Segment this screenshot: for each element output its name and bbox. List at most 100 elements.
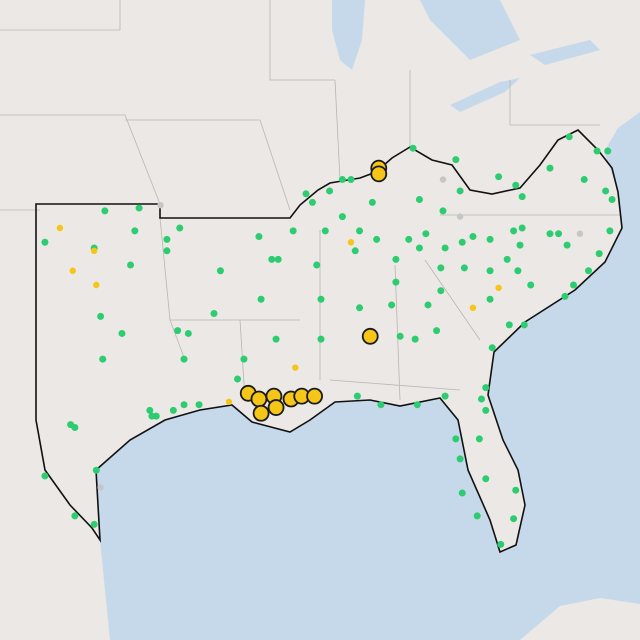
- marker: [388, 301, 396, 309]
- marker: [602, 187, 610, 195]
- marker: [503, 255, 511, 263]
- marker: [415, 196, 423, 203]
- marker: [225, 398, 233, 406]
- marker: [595, 250, 603, 258]
- marker: [93, 281, 100, 289]
- marker: [146, 406, 154, 414]
- marker: [413, 401, 421, 409]
- marker: [255, 233, 263, 241]
- marker: [456, 187, 464, 195]
- marker: [69, 267, 76, 274]
- marker: [546, 230, 554, 238]
- marker: [392, 278, 400, 286]
- marker: [460, 264, 468, 272]
- marker: [135, 204, 143, 212]
- marker: [361, 327, 379, 345]
- marker: [510, 515, 518, 523]
- marker: [469, 304, 477, 311]
- marker: [338, 176, 346, 184]
- marker: [458, 238, 466, 246]
- marker: [347, 176, 355, 184]
- marker: [606, 227, 614, 235]
- marker: [195, 401, 203, 409]
- region-outline: [35, 129, 623, 554]
- marker: [152, 412, 160, 420]
- marker: [90, 520, 98, 528]
- marker: [495, 173, 503, 181]
- marker: [274, 255, 282, 263]
- marker: [326, 187, 334, 195]
- marker: [71, 512, 79, 520]
- marker: [176, 224, 184, 232]
- marker: [415, 244, 423, 252]
- marker: [317, 295, 325, 303]
- marker: [267, 399, 285, 416]
- marker: [184, 329, 192, 337]
- marker: [370, 165, 388, 183]
- marker: [439, 176, 447, 183]
- marker: [97, 312, 105, 320]
- marker: [593, 147, 601, 155]
- marker: [486, 267, 494, 275]
- marker: [561, 292, 569, 300]
- marker: [317, 335, 325, 343]
- marker: [563, 241, 571, 249]
- marker: [92, 466, 100, 474]
- marker: [71, 424, 79, 431]
- marker: [356, 227, 364, 235]
- marker: [356, 304, 364, 312]
- marker: [510, 227, 518, 235]
- marker: [234, 375, 242, 383]
- state-borders: [0, 0, 620, 401]
- lake: [450, 78, 520, 112]
- marker: [163, 235, 171, 243]
- marker: [512, 486, 520, 494]
- marker: [252, 404, 270, 422]
- marker: [313, 261, 321, 269]
- marker: [292, 364, 299, 371]
- marker: [437, 287, 445, 295]
- marker: [373, 235, 381, 243]
- marker: [473, 512, 481, 520]
- marker: [439, 207, 447, 215]
- marker: [424, 301, 432, 309]
- marker: [565, 133, 573, 141]
- marker: [486, 295, 494, 303]
- marker: [516, 241, 524, 249]
- marker: [456, 455, 464, 463]
- marker: [441, 392, 449, 400]
- marker: [90, 247, 98, 254]
- marker: [257, 295, 265, 303]
- marker: [216, 267, 224, 275]
- marker: [580, 176, 588, 184]
- marker: [377, 401, 385, 409]
- marker: [452, 435, 460, 443]
- island: [520, 598, 640, 640]
- marker: [437, 264, 445, 272]
- marker: [118, 329, 126, 337]
- marker: [272, 335, 280, 343]
- ocean: [96, 112, 640, 640]
- marker: [570, 281, 578, 289]
- marker: [396, 332, 404, 340]
- marker: [180, 355, 188, 363]
- marker: [41, 472, 49, 480]
- marker: [97, 484, 104, 491]
- marker: [210, 310, 218, 317]
- marker: [351, 247, 359, 255]
- marker: [518, 193, 526, 201]
- marker: [486, 235, 494, 243]
- marker: [520, 321, 528, 329]
- marker: [576, 230, 584, 237]
- marker: [452, 156, 460, 164]
- marker: [41, 238, 49, 246]
- marker: [505, 321, 513, 329]
- marker: [482, 384, 490, 392]
- marker: [409, 144, 417, 152]
- lake: [332, 0, 365, 70]
- marker: [127, 261, 135, 269]
- marker: [289, 227, 297, 235]
- marker: [456, 213, 464, 220]
- lake: [420, 0, 520, 60]
- marker: [546, 164, 554, 172]
